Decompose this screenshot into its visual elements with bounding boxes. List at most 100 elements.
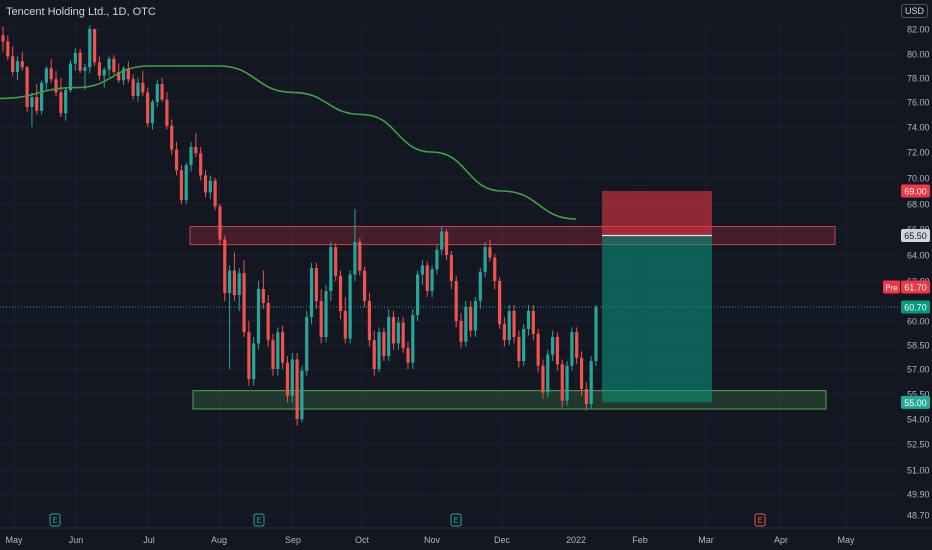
candle-body xyxy=(372,340,376,369)
position-tool[interactable] xyxy=(602,191,712,403)
candle-body xyxy=(454,281,458,321)
candle-body xyxy=(411,315,415,363)
candle-body xyxy=(49,68,53,80)
price-tick-label: 54.00 xyxy=(907,415,930,425)
candle-body xyxy=(179,170,183,201)
candle-body xyxy=(131,79,135,96)
candle-body xyxy=(141,82,145,93)
price-tick-label: 72.00 xyxy=(907,148,930,158)
candle-body xyxy=(203,175,208,193)
candle-body xyxy=(329,247,333,291)
candle-body xyxy=(435,249,439,270)
candle-body xyxy=(107,58,111,70)
price-tick-label: 55.50 xyxy=(907,390,930,400)
time-tick-label: Aug xyxy=(211,535,227,545)
candle-body xyxy=(488,247,492,258)
candle-body xyxy=(121,68,126,81)
candle-body xyxy=(546,354,550,393)
candle-body xyxy=(242,273,246,333)
candle-body xyxy=(353,242,357,275)
candle-body xyxy=(343,311,347,339)
candle-body xyxy=(281,332,285,363)
price-labels: 69.00 65.50 61.70 Pre 60.70 55.00 xyxy=(883,184,930,409)
candle-body xyxy=(117,72,121,81)
time-tick-label: Feb xyxy=(632,535,648,545)
candle-body xyxy=(575,332,579,358)
candle-body xyxy=(93,29,97,63)
time-tick-label: Jul xyxy=(143,535,155,545)
time-axis[interactable]: May Jun Jul Aug Sep Oct Nov Dec 2022 Feb Mar Apr May xyxy=(5,535,855,545)
candle-body xyxy=(290,359,294,396)
candle-body xyxy=(483,247,487,272)
candle-body xyxy=(295,359,299,419)
price-axis[interactable]: 82.00 80.00 78.00 76.00 74.00 72.00 70.00 68.00… xyxy=(907,25,930,521)
price-tick-label: 82.00 xyxy=(907,25,930,35)
time-tick-label: Dec xyxy=(494,535,511,545)
price-label-text: 60.70 xyxy=(904,303,927,313)
stop-loss-zone xyxy=(602,191,712,236)
candle-body xyxy=(406,348,410,363)
candle-body xyxy=(589,361,593,404)
candle-body xyxy=(367,301,372,341)
price-tick-label: 78.00 xyxy=(907,74,930,84)
candle-body xyxy=(440,231,444,250)
price-label-text: 65.50 xyxy=(904,231,927,241)
candle-body xyxy=(146,92,150,124)
price-label-box xyxy=(901,300,930,314)
candle-body xyxy=(1,35,5,42)
candle-body xyxy=(155,84,159,102)
candle-body xyxy=(420,265,425,275)
candle-body xyxy=(324,291,328,337)
candle-body xyxy=(59,92,63,114)
candle-body xyxy=(348,274,352,339)
price-label-box xyxy=(901,395,930,409)
candle-body xyxy=(358,242,362,271)
candle-body xyxy=(266,303,270,341)
candle-body xyxy=(218,206,222,240)
candle-body xyxy=(271,340,275,369)
candle-body xyxy=(30,97,34,107)
candle-body xyxy=(459,321,463,342)
candle-body xyxy=(541,365,545,393)
candle-body xyxy=(237,273,241,295)
candle-body xyxy=(64,90,68,114)
candle-body xyxy=(309,268,314,317)
price-tick-label: 76.00 xyxy=(907,98,930,108)
candle-body xyxy=(387,317,391,357)
candle-body xyxy=(473,301,478,331)
candle-body xyxy=(83,67,87,71)
candle-body xyxy=(401,322,405,349)
price-label-text: 55.00 xyxy=(904,398,927,408)
candle-body xyxy=(531,311,535,334)
candle-body xyxy=(594,307,598,361)
candle-body xyxy=(150,102,155,124)
candle-body xyxy=(44,68,48,83)
time-tick-label: Mar xyxy=(698,535,714,545)
candle-body xyxy=(160,84,164,100)
time-tick-label: May xyxy=(837,535,855,545)
pre-market-tag: Pre xyxy=(885,284,898,293)
candle-body xyxy=(165,99,169,126)
candle-body xyxy=(25,67,29,107)
candle-body xyxy=(425,265,429,291)
candle-body xyxy=(189,147,193,165)
earnings-marker-label: E xyxy=(453,516,458,525)
candle-body xyxy=(536,333,540,366)
candle-body xyxy=(497,281,502,325)
price-label-text: 61.70 xyxy=(904,283,927,293)
price-tick-label: 57.00 xyxy=(907,365,930,375)
currency-badge[interactable]: USD xyxy=(900,4,928,18)
price-label-box xyxy=(901,229,930,242)
candle-body xyxy=(11,56,15,72)
candle-body xyxy=(227,270,232,293)
price-tick-label: 68.00 xyxy=(907,200,930,210)
price-label-box xyxy=(901,280,930,294)
candle-body xyxy=(478,271,482,301)
candle-body xyxy=(464,307,468,342)
candle-body xyxy=(334,247,338,276)
candle-body xyxy=(338,275,343,311)
candle-body xyxy=(276,332,280,369)
candle-body xyxy=(97,62,102,76)
candle-body xyxy=(6,41,10,57)
